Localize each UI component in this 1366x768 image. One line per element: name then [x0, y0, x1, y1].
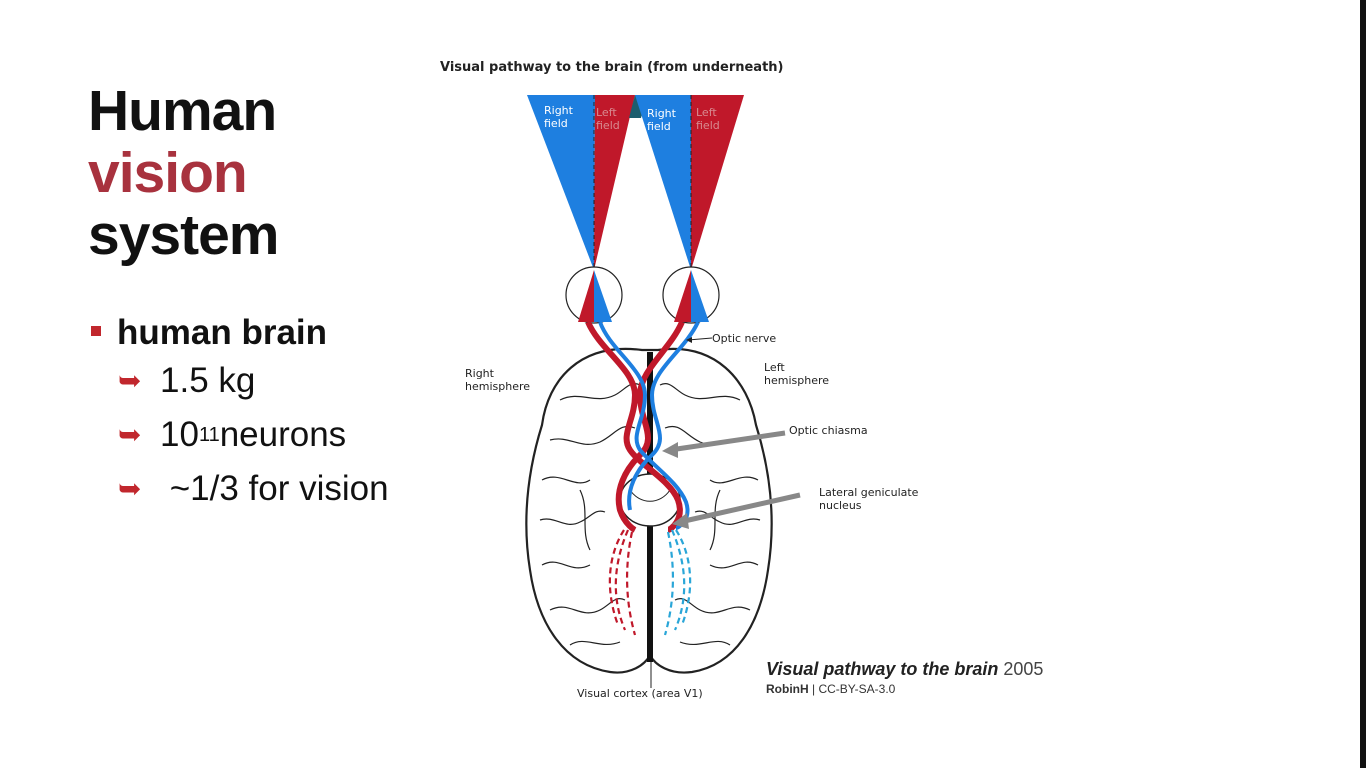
lgn-pointer — [679, 492, 801, 525]
curved-arrow-icon: ➥ — [118, 365, 142, 396]
curved-arrow-icon: ➥ — [118, 473, 142, 504]
label-left-field-b: Left field — [696, 106, 720, 132]
bullet-text: human brain — [117, 313, 328, 352]
image-credit: Visual pathway to the brain 2005 RobinH … — [766, 659, 1043, 696]
curved-arrow-icon: ➥ — [118, 419, 142, 450]
left-field-cone-right-eye — [691, 95, 744, 270]
sub-bullet-text: 1.5 kg — [160, 361, 256, 400]
credit-title: Visual pathway to the brain — [766, 659, 999, 679]
screen-edge — [1360, 0, 1366, 768]
label-left-field-a: Left field — [596, 106, 620, 132]
label-lateral-geniculate-nucleus: Lateral geniculate nucleus — [819, 486, 919, 512]
blue-pathway-right-eye — [598, 321, 690, 530]
sub-bullet-text: ~1/3 for vision — [160, 469, 389, 508]
title-line-2: vision — [88, 141, 248, 205]
sub-bullet-neurons: ➥ 10 11 neurons — [118, 408, 389, 462]
credit-year: 2005 — [998, 659, 1044, 679]
chiasma-pointer — [669, 430, 786, 453]
label-right-field-a: Right field — [544, 104, 573, 130]
sub-bullet-weight: ➥ 1.5 kg — [118, 354, 389, 408]
label-optic-chiasma: Optic chiasma — [789, 424, 868, 437]
bullet-list: human brain ➥ 1.5 kg ➥ 10 11 neurons ➥ ~1… — [88, 312, 389, 516]
blue-pathway-left-eye — [627, 321, 700, 511]
red-pathway-right-eye — [585, 320, 683, 533]
sub-bullet-vision: ➥ ~1/3 for vision — [118, 462, 389, 516]
credit-attribution: RobinH | CC-BY-SA-3.0 — [766, 682, 1043, 696]
bullet-human-brain: human brain — [88, 312, 389, 354]
label-optic-nerve: Optic nerve — [712, 332, 777, 345]
right-field-cone-right-eye — [635, 95, 691, 270]
label-right-field-b: Right field — [647, 107, 676, 133]
label-right-hemisphere: Right hemisphere — [465, 367, 531, 393]
square-bullet-icon — [91, 326, 101, 336]
diagram-illustration — [525, 95, 801, 688]
label-visual-cortex: Visual cortex (area V1) — [577, 687, 703, 700]
visual-pathway-diagram: Visual pathway to the brain (from undern… — [430, 50, 1050, 720]
red-pathway-left-eye — [615, 320, 685, 533]
neurons-base: 10 — [160, 415, 199, 454]
credit-author: RobinH — [766, 682, 809, 696]
neurons-text: neurons — [219, 415, 347, 454]
title-line-1: Human — [88, 79, 277, 143]
left-field-cone-left-eye — [594, 95, 635, 270]
label-left-hemisphere: Left hemisphere — [764, 361, 830, 387]
title-line-3: system — [88, 203, 279, 267]
diagram-title: Visual pathway to the brain (from undern… — [440, 60, 784, 75]
right-field-cone-left-eye — [527, 95, 595, 270]
credit-license: | CC-BY-SA-3.0 — [808, 682, 896, 696]
slide-title: Human vision system — [88, 79, 279, 267]
